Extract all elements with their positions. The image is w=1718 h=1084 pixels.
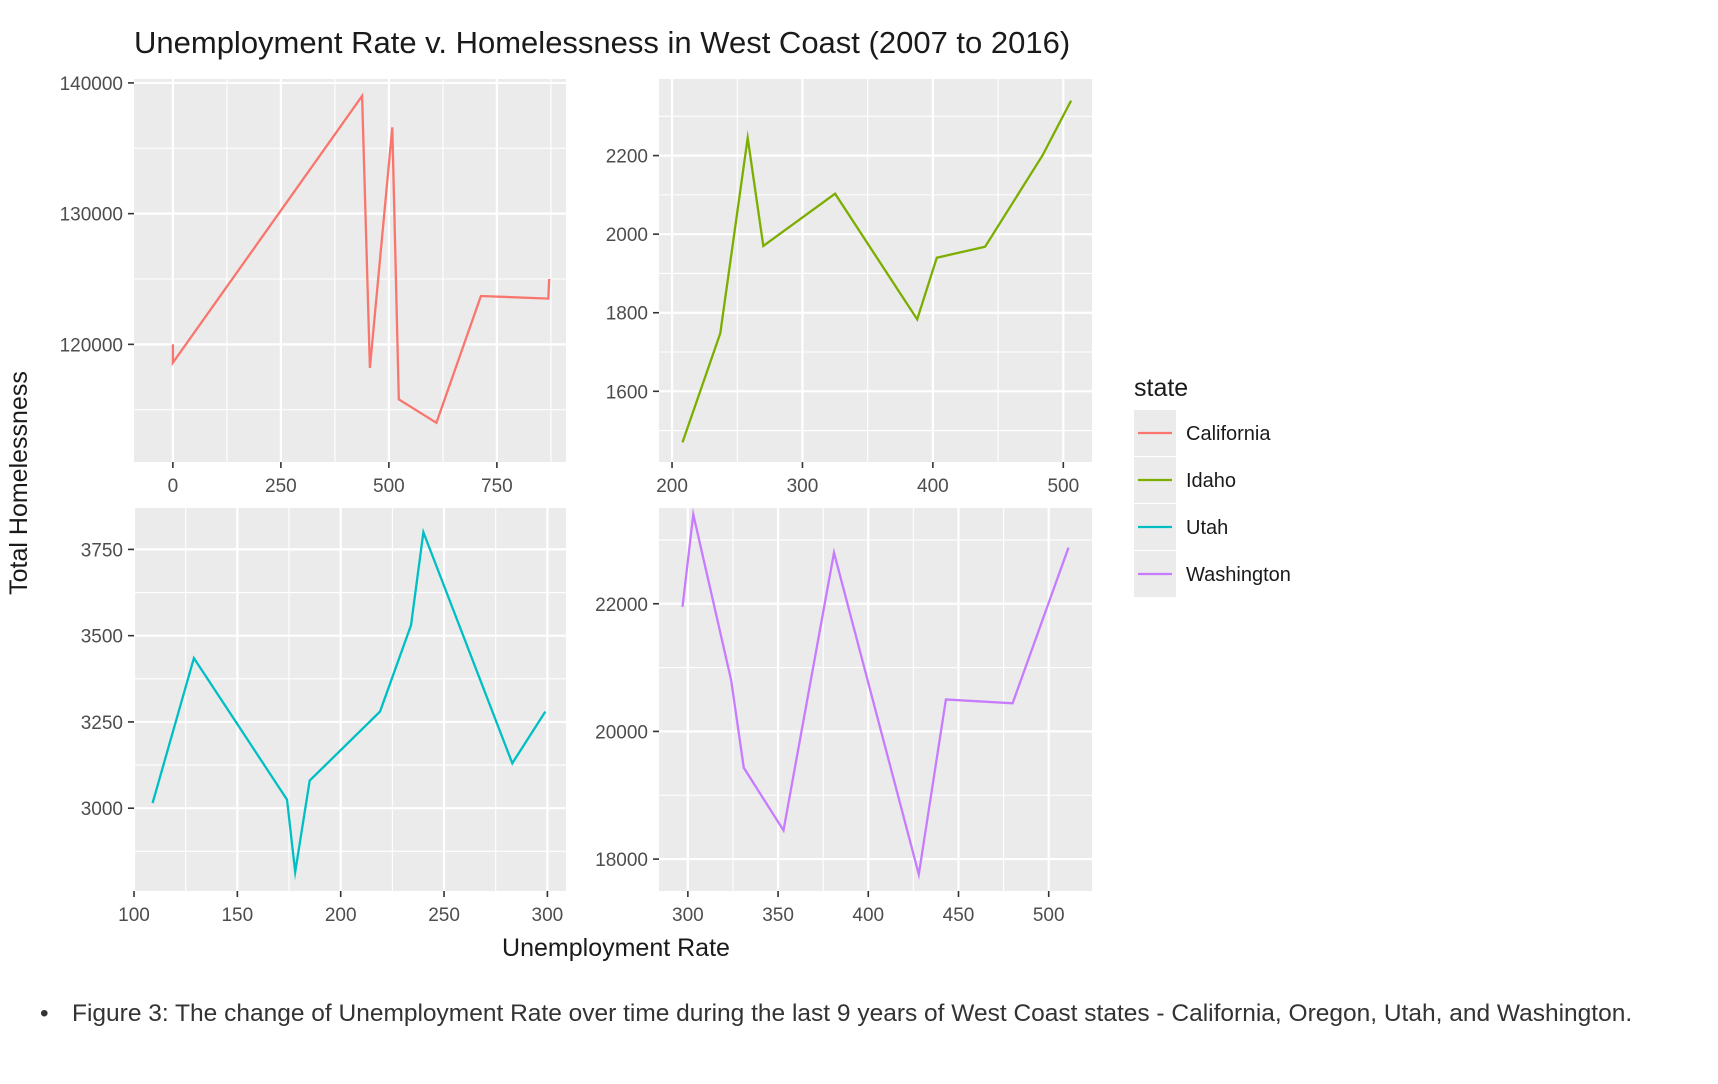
y-tick-label: 3250 xyxy=(81,713,123,734)
x-tick-label: 250 xyxy=(265,476,297,497)
panel-california: 0 250 500 750 120000 130000 140000 xyxy=(60,74,566,497)
legend-item-utah: Utah xyxy=(1134,504,1228,550)
y-tick-label: 130000 xyxy=(60,205,123,226)
x-tick-label: 100 xyxy=(118,905,150,926)
legend-label-washington: Washington xyxy=(1186,564,1291,586)
y-tick-label: 3500 xyxy=(81,627,123,648)
legend-label-idaho: Idaho xyxy=(1186,470,1236,492)
x-tick-label: 250 xyxy=(428,905,460,926)
panel-background-utah xyxy=(134,508,566,891)
legend-title: state xyxy=(1134,374,1188,402)
legend-item-idaho: Idaho xyxy=(1134,457,1236,503)
facet-panels: 0 250 500 750 120000 130000 140000 200 300 400 500… xyxy=(60,74,1092,926)
caption-text: Figure 3: The change of Unemployment Rat… xyxy=(72,1000,1633,1027)
y-tick-label: 140000 xyxy=(60,74,123,95)
x-tick-label: 450 xyxy=(943,905,975,926)
legend-item-california: California xyxy=(1134,410,1271,456)
series-line-utah xyxy=(151,527,547,881)
legend-label-california: California xyxy=(1186,423,1271,445)
x-tick-label: 750 xyxy=(481,476,513,497)
x-tick-label: 500 xyxy=(373,476,405,497)
series-line-california xyxy=(171,92,551,425)
legend-item-washington: Washington xyxy=(1134,551,1291,597)
x-tick-label: 300 xyxy=(532,905,564,926)
panel-utah: 100 150 200 250 300 3000 3250 3500 3750 xyxy=(81,508,566,926)
y-axis-title: Total Homelessness xyxy=(5,371,33,595)
y-tick-label: 120000 xyxy=(60,335,123,356)
x-tick-label: 200 xyxy=(656,476,688,497)
y-tick-label: 1600 xyxy=(606,382,648,403)
y-tick-label: 3000 xyxy=(81,799,123,820)
y-tick-label: 18000 xyxy=(595,850,648,871)
y-tick-label: 1800 xyxy=(606,304,648,325)
y-tick-label: 2200 xyxy=(606,147,648,168)
x-tick-label: 400 xyxy=(852,905,884,926)
panel-background-california xyxy=(134,79,566,462)
legend: state California Idaho Utah Washington xyxy=(1134,374,1291,597)
panel-idaho: 200 300 400 500 1600 1800 2000 2200 xyxy=(606,79,1092,497)
y-tick-label: 2000 xyxy=(606,225,648,246)
caption-bullet: • xyxy=(40,1000,49,1027)
x-tick-label: 150 xyxy=(221,905,253,926)
x-tick-label: 300 xyxy=(672,905,704,926)
x-tick-label: 400 xyxy=(917,476,949,497)
panel-background-washington xyxy=(659,508,1092,891)
x-tick-label: 500 xyxy=(1033,905,1065,926)
x-axis-title: Unemployment Rate xyxy=(502,934,730,962)
series-line-washington xyxy=(681,507,1070,881)
x-tick-label: 500 xyxy=(1047,476,1079,497)
y-tick-label: 20000 xyxy=(595,722,648,743)
chart-title: Unemployment Rate v. Homelessness in Wes… xyxy=(134,25,1070,60)
x-tick-label: 300 xyxy=(787,476,819,497)
legend-label-utah: Utah xyxy=(1186,517,1228,539)
x-tick-label: 200 xyxy=(325,905,357,926)
x-tick-label: 0 xyxy=(168,476,179,497)
y-tick-label: 22000 xyxy=(595,595,648,616)
x-tick-label: 350 xyxy=(762,905,794,926)
panel-washington: 300 350 400 450 500 18000 20000 22000 xyxy=(595,507,1092,926)
y-tick-label: 3750 xyxy=(81,540,123,561)
series-line-idaho xyxy=(681,100,1073,443)
panel-background-idaho xyxy=(659,79,1092,462)
